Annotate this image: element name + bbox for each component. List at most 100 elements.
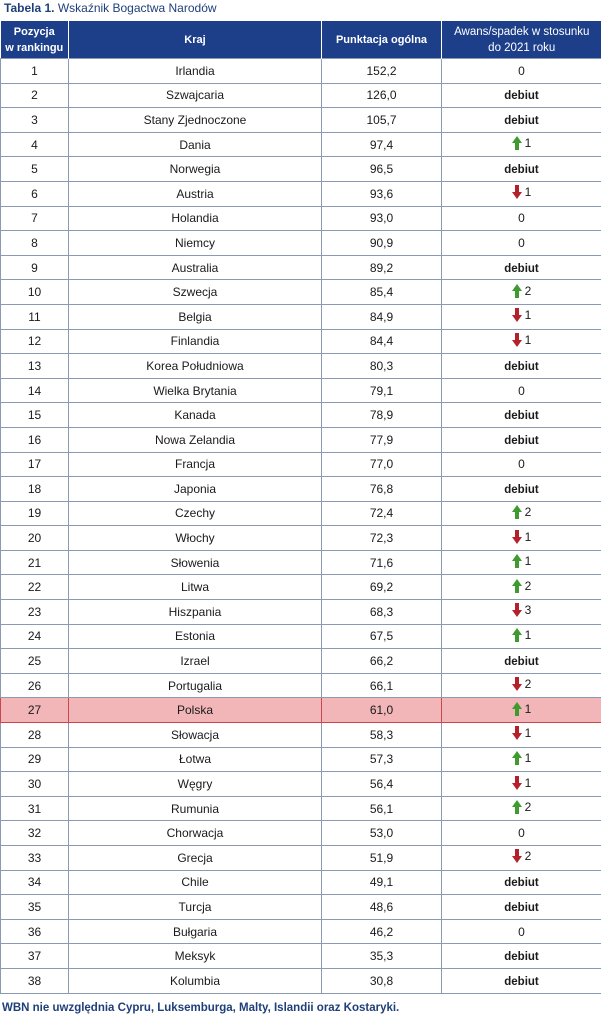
change-cell: 2 xyxy=(441,795,601,822)
change-value: 2 xyxy=(524,578,532,593)
country-cell: Chile xyxy=(68,869,322,896)
score-cell: 56,4 xyxy=(321,771,442,797)
change-cell: debiut xyxy=(441,648,601,674)
rank-cell: 38 xyxy=(0,967,69,994)
change-value: 2 xyxy=(524,677,532,692)
rank-cell: 9 xyxy=(0,254,69,281)
country-cell: Nowa Zelandia xyxy=(68,426,322,453)
arrow-down-icon xyxy=(511,308,522,323)
table-row: 29 Łotwa 57,3 1 xyxy=(0,746,601,773)
rank-cell: 8 xyxy=(0,230,69,256)
rank-cell: 36 xyxy=(0,918,69,945)
arrow-down-icon xyxy=(511,332,522,347)
change-cell: debiut xyxy=(441,943,601,969)
country-cell: Estonia xyxy=(68,623,322,650)
country-cell: Szwajcaria xyxy=(68,82,322,109)
footnote: WBN nie uwzględnia Cypru, Luksemburga, M… xyxy=(2,1002,400,1014)
change-indicator: 1 xyxy=(511,750,532,765)
header-rank-line2: w rankingu xyxy=(5,41,64,54)
rank-cell: 6 xyxy=(0,180,69,207)
rank-cell: 22 xyxy=(0,574,69,601)
rank-cell: 18 xyxy=(0,476,69,502)
debut-label: debiut xyxy=(504,877,539,890)
country-cell: Włochy xyxy=(68,525,322,551)
change-cell: 1 xyxy=(441,722,601,748)
change-cell: 1 xyxy=(441,746,601,773)
table-row: 2 Szwajcaria 126,0 debiut xyxy=(0,82,601,109)
rank-cell: 29 xyxy=(0,746,69,773)
arrow-up-icon xyxy=(511,800,522,815)
table-row: 26 Portugalia 66,1 2 xyxy=(0,672,601,699)
rank-cell: 35 xyxy=(0,894,69,920)
rank-cell: 30 xyxy=(0,771,69,797)
change-indicator: 2 xyxy=(511,578,532,593)
debut-label: debiut xyxy=(504,164,539,177)
score-cell: 66,1 xyxy=(321,672,442,699)
country-cell: Słowenia xyxy=(68,549,322,576)
rank-cell: 28 xyxy=(0,722,69,748)
change-value: 1 xyxy=(524,332,532,347)
change-cell: 2 xyxy=(441,672,601,699)
table-row: 31 Rumunia 56,1 2 xyxy=(0,795,601,822)
change-cell: debiut xyxy=(441,476,601,502)
change-cell: debiut xyxy=(441,254,601,281)
score-cell: 35,3 xyxy=(321,943,442,969)
rank-cell: 31 xyxy=(0,795,69,822)
country-cell: Chorwacja xyxy=(68,820,322,846)
header-change: Awans/spadek w stosunku do 2021 roku xyxy=(441,21,601,59)
arrow-up-icon xyxy=(511,750,522,765)
country-cell: Polska xyxy=(68,697,322,724)
change-cell: 0 xyxy=(441,820,601,846)
change-value: 1 xyxy=(524,750,532,765)
change-cell: 1 xyxy=(441,180,601,207)
table-row: 16 Nowa Zelandia 77,9 debiut xyxy=(0,426,601,453)
country-cell: Węgry xyxy=(68,771,322,797)
score-cell: 51,9 xyxy=(321,845,442,871)
country-cell: Łotwa xyxy=(68,746,322,773)
header-change-line1: Awans/spadek w stosunku xyxy=(454,25,590,38)
change-indicator: 2 xyxy=(511,504,531,519)
table-row: 8 Niemcy 90,9 0 xyxy=(0,230,601,256)
score-cell: 49,1 xyxy=(321,869,442,896)
table-row: 34 Chile 49,1 debiut xyxy=(0,869,601,896)
change-cell: 1 xyxy=(441,525,601,551)
country-cell: Kanada xyxy=(68,402,322,428)
score-cell: 30,8 xyxy=(321,967,442,994)
rank-cell: 12 xyxy=(0,328,69,355)
table-row: 37 Meksyk 35,3 debiut xyxy=(0,943,601,969)
score-cell: 105,7 xyxy=(321,107,442,133)
rank-cell: 1 xyxy=(0,58,69,84)
debut-label: debiut xyxy=(504,901,539,914)
country-cell: Rumunia xyxy=(68,795,322,822)
debut-label: debiut xyxy=(504,656,539,669)
change-cell: 2 xyxy=(441,845,601,871)
arrow-up-icon xyxy=(511,504,522,519)
score-cell: 61,0 xyxy=(321,697,442,724)
change-cell: 0 xyxy=(441,451,601,478)
score-cell: 152,2 xyxy=(321,58,442,84)
debut-label: debiut xyxy=(504,410,539,423)
table-header-row: Pozycja w rankingu Kraj Punktacja ogólna… xyxy=(0,21,601,59)
caption-label: Tabela 1. xyxy=(4,1,55,15)
change-cell: debiut xyxy=(441,426,601,453)
table-row: 13 Korea Południowa 80,3 debiut xyxy=(0,353,601,379)
country-cell: Niemcy xyxy=(68,230,322,256)
table-row: 12 Finlandia 84,4 1 xyxy=(0,328,601,355)
arrow-down-icon xyxy=(511,677,522,692)
rank-cell: 14 xyxy=(0,377,69,404)
change-cell: 1 xyxy=(441,697,601,724)
rank-cell: 37 xyxy=(0,943,69,969)
debut-label: debiut xyxy=(504,262,539,275)
arrow-up-icon xyxy=(511,701,522,716)
change-value: 0 xyxy=(518,235,525,250)
score-cell: 79,1 xyxy=(321,377,442,404)
table-row: 19 Czechy 72,4 2 xyxy=(0,500,601,527)
change-value: 2 xyxy=(524,800,532,815)
debut-label: debiut xyxy=(504,434,539,447)
score-cell: 78,9 xyxy=(321,402,442,428)
change-cell: 0 xyxy=(441,377,601,404)
change-value: 0 xyxy=(518,826,525,841)
arrow-down-icon xyxy=(511,849,522,864)
change-value: 1 xyxy=(524,775,532,790)
change-value: 0 xyxy=(518,383,525,398)
